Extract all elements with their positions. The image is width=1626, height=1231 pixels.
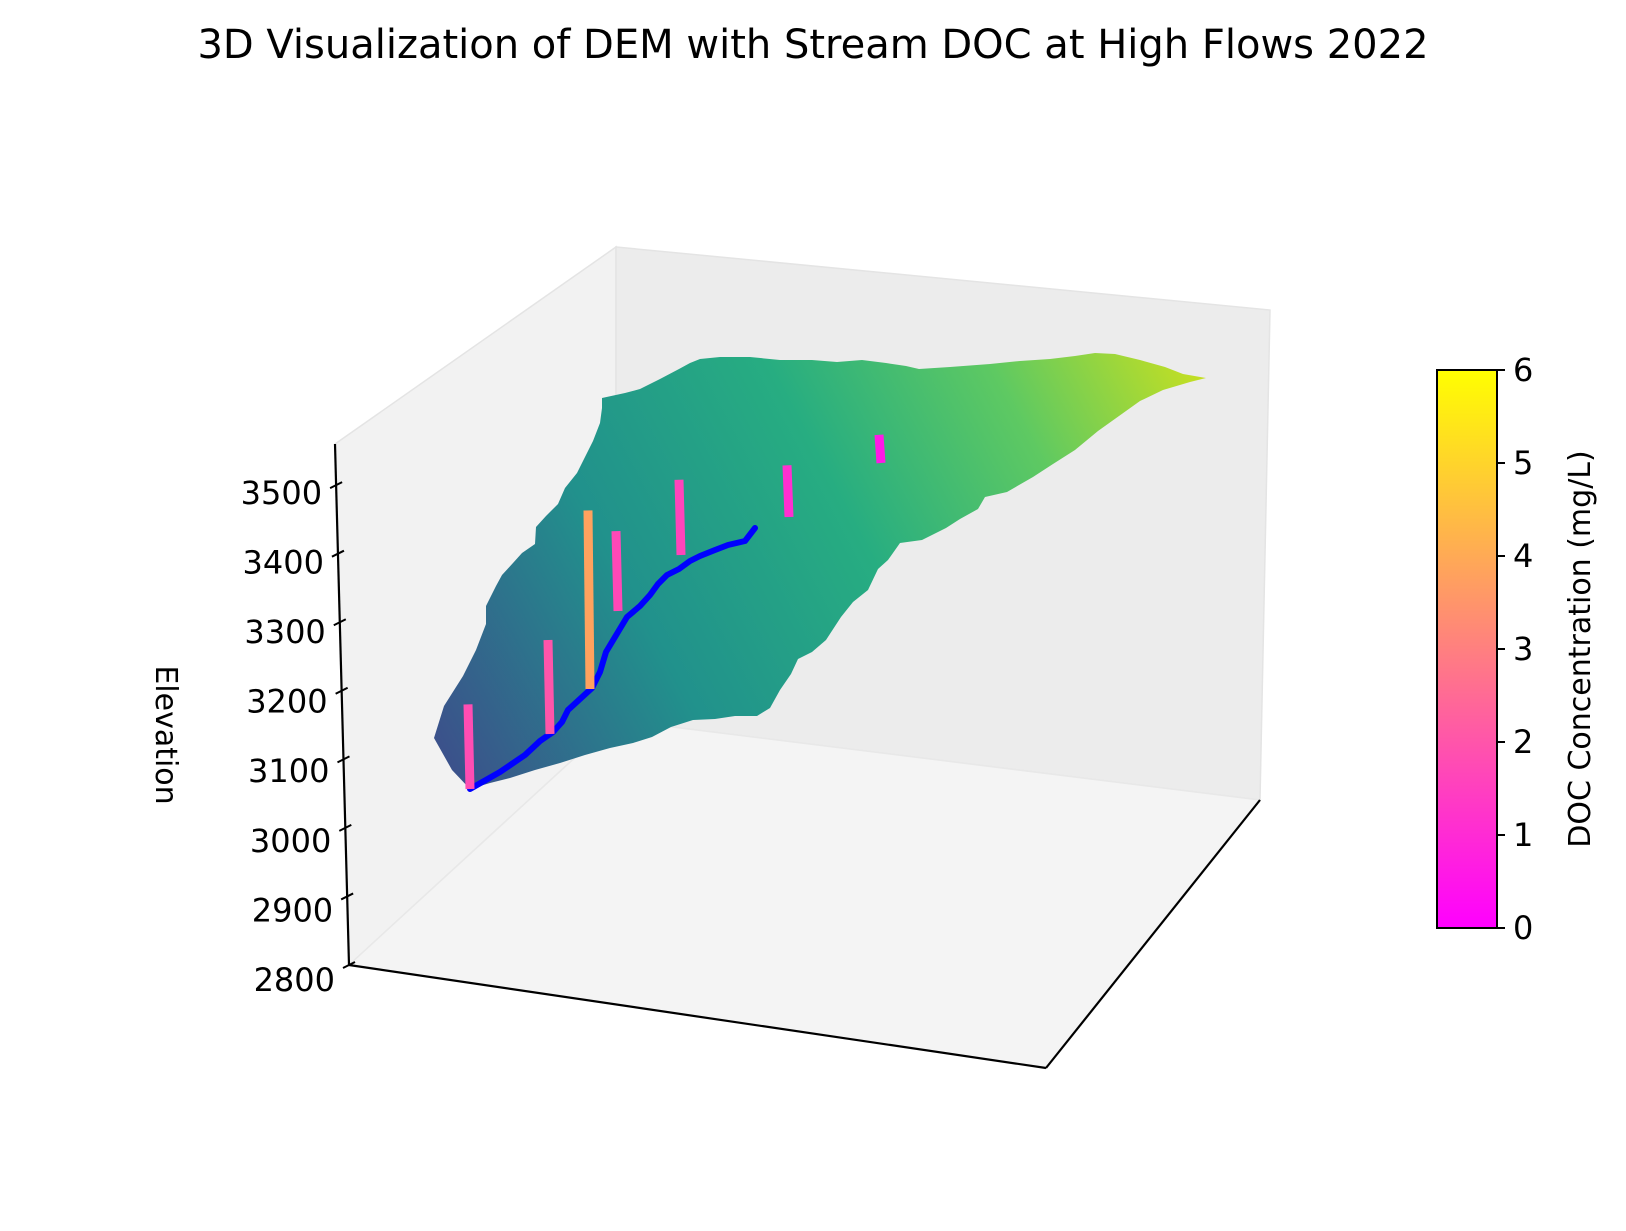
colorbar-tick-label: 3	[1513, 630, 1533, 668]
colorbar-label: DOC Concentration (mg/L)	[1563, 450, 1598, 847]
z-tick	[335, 686, 349, 695]
colorbar	[1436, 369, 1498, 929]
doc-bar-7	[874, 434, 886, 464]
doc-bar-1	[463, 704, 475, 790]
colorbar-tick-label: 5	[1513, 444, 1533, 482]
z-tick-label: 3300	[244, 613, 325, 651]
chart-title: 3D Visualization of DEM with Stream DOC …	[197, 22, 1429, 68]
doc-bar-5	[674, 479, 686, 556]
z-tick-label: 3100	[248, 752, 329, 790]
z-tick	[331, 549, 345, 558]
colorbar-tick-label: 6	[1513, 351, 1533, 389]
doc-bar-4	[611, 530, 623, 612]
z-axis-ticks: 2800 2900 3000 3100 3200 3300 3400 3500	[241, 474, 356, 999]
x-axis-line	[348, 963, 1047, 1070]
z-tick	[337, 755, 350, 764]
colorbar-tick-label: 4	[1513, 537, 1533, 575]
doc-bars	[463, 434, 886, 790]
z-tick-label: 3400	[243, 543, 324, 581]
colorbar-tick-label: 2	[1513, 723, 1533, 761]
z-tick	[333, 618, 347, 627]
colorbar-tick-label: 0	[1513, 909, 1533, 947]
z-tick	[340, 892, 354, 901]
z-tick-label: 2800	[254, 961, 335, 999]
z-axis-line	[333, 443, 351, 966]
z-tick	[342, 961, 356, 969]
z-tick-label: 3000	[250, 822, 331, 860]
dem-surface	[434, 353, 1206, 789]
y-axis-line	[1045, 799, 1261, 1069]
doc-bar-2	[543, 639, 555, 735]
z-axis-label: Elevation	[148, 665, 183, 804]
colorbar-ticks: 0 1 2 3 4 5 6	[1497, 351, 1533, 947]
z-tick-label: 3500	[241, 474, 322, 512]
z-tick-label: 3200	[246, 683, 327, 721]
doc-bar-6	[782, 465, 794, 518]
z-tick	[329, 481, 343, 490]
z-tick	[338, 824, 352, 832]
z-tick-label: 2900	[252, 891, 333, 929]
colorbar-tick-label: 1	[1513, 816, 1533, 854]
doc-bar-3	[583, 510, 595, 690]
